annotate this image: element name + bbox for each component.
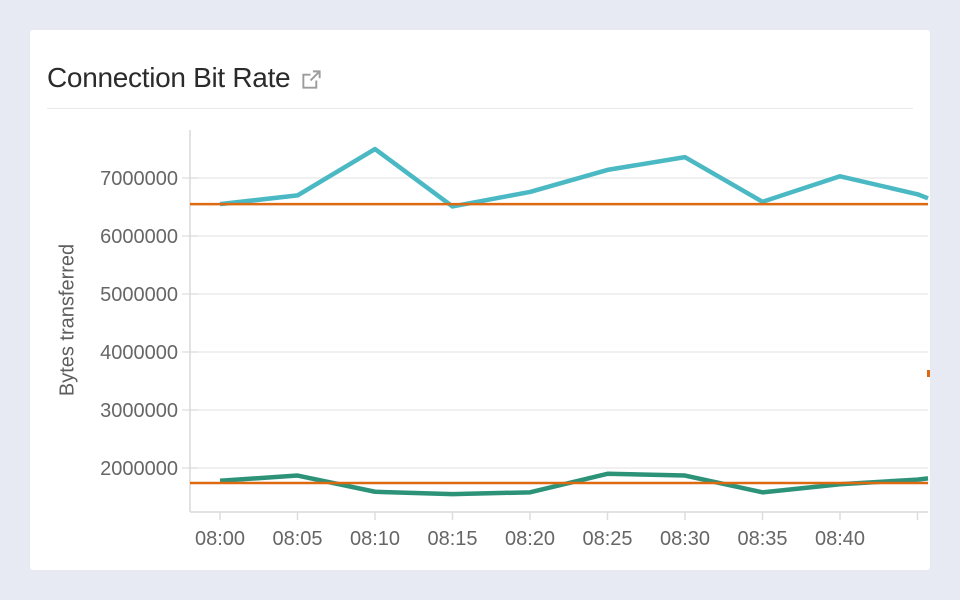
x-tick-label: 08:30: [660, 528, 710, 550]
card-header: Connection Bit Rate: [47, 60, 913, 96]
x-tick-label: 08:15: [427, 528, 477, 550]
x-tick-label: 08:40: [815, 528, 865, 550]
x-tick-label: 08:35: [737, 528, 787, 550]
chart-title: Connection Bit Rate: [47, 62, 291, 93]
header-divider: [47, 108, 913, 109]
y-tick-label: 6000000: [100, 226, 178, 248]
chart-canvas[interactable]: 7000000 6000000 5000000 4000000 3000000 20000…: [30, 30, 930, 570]
x-tick-label: 08:00: [195, 528, 245, 550]
x-tick-label: 08:05: [272, 528, 322, 550]
x-tick-label: 08:10: [350, 528, 400, 550]
y-tick-label: 3000000: [100, 400, 178, 422]
series-line-series-1[interactable]: [219, 146, 929, 209]
external-link-icon[interactable]: [300, 68, 323, 91]
y-tick-label: 7000000: [100, 168, 178, 190]
x-tick-label: 08:20: [505, 528, 555, 550]
chart-card: Connection Bit Rate Bytes transferred 70…: [30, 30, 930, 570]
y-tick-label: 5000000: [100, 284, 178, 306]
y-tick-label: 2000000: [100, 458, 178, 480]
y-tick-label: 4000000: [100, 342, 178, 364]
x-tick-label: 08:25: [582, 528, 632, 550]
clipped-threshold-mark: [927, 370, 930, 377]
